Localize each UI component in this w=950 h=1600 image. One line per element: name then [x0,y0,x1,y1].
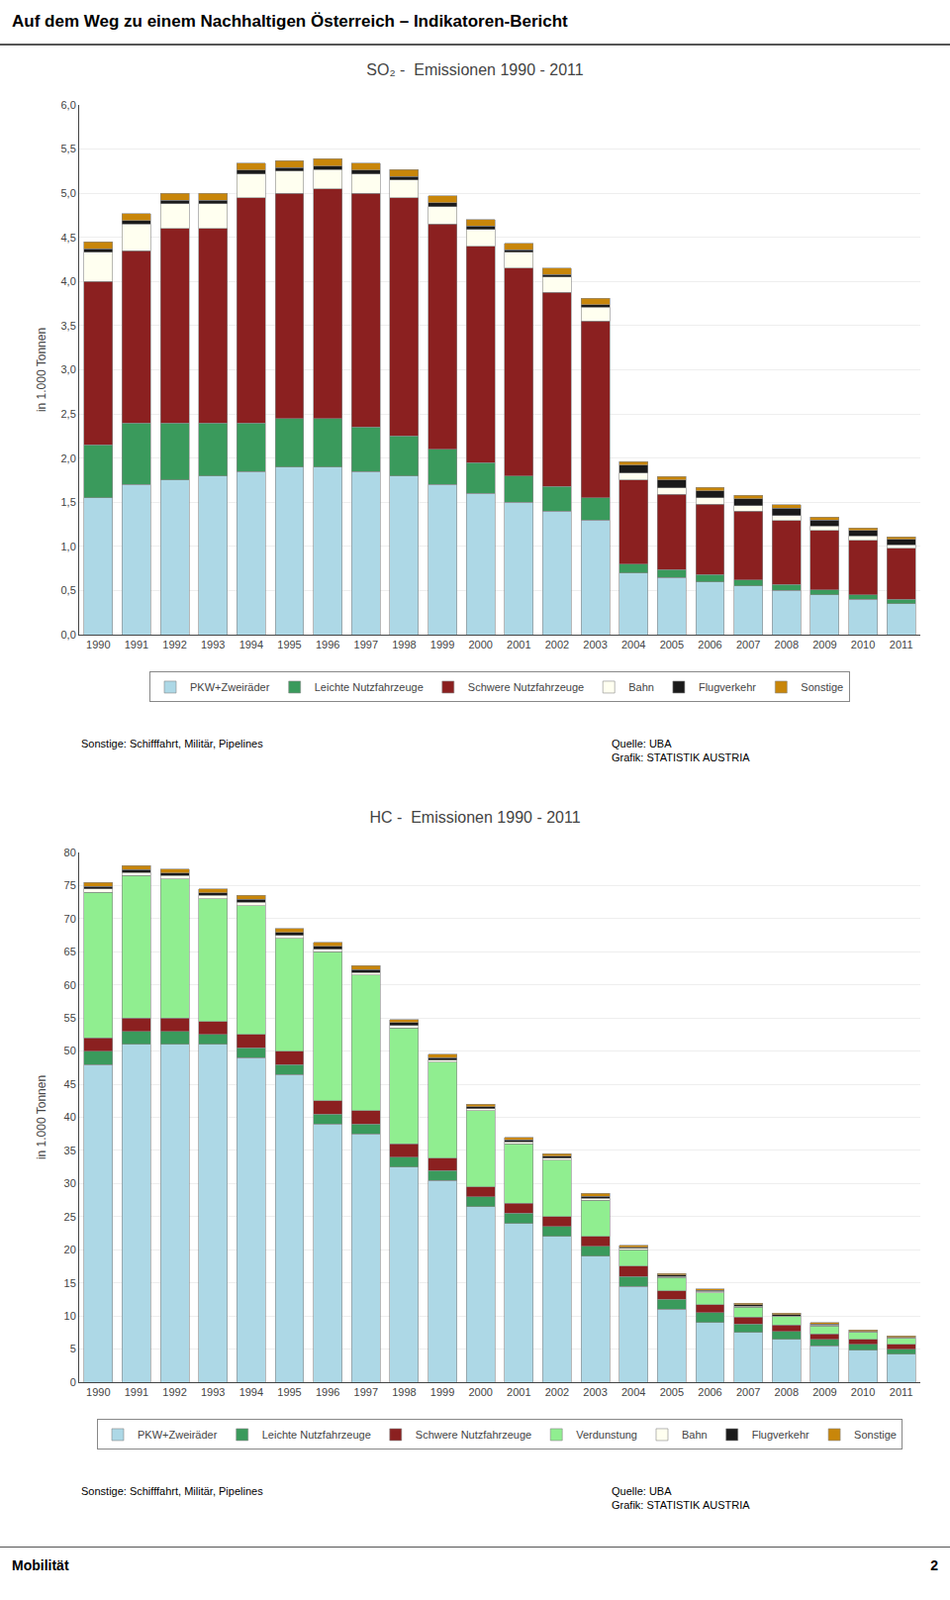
svg-text:in 1.000 Tonnen: in 1.000 Tonnen [34,327,49,412]
svg-text:6,0: 6,0 [61,98,77,111]
svg-text:2008: 2008 [774,1385,799,1398]
svg-text:25: 25 [64,1210,77,1223]
svg-text:2004: 2004 [621,638,646,651]
svg-text:80: 80 [64,846,77,858]
svg-text:2010: 2010 [851,1385,875,1398]
svg-text:1998: 1998 [391,638,416,651]
svg-text:3,0: 3,0 [61,363,77,376]
svg-text:Sonstige: Schifffahrt, Militär: Sonstige: Schifffahrt, Militär, Pipeline… [81,1484,264,1497]
svg-text:1998: 1998 [391,1385,416,1398]
svg-text:45: 45 [64,1077,77,1090]
svg-text:Quelle: UBAGrafik: STATISTIK A: Quelle: UBAGrafik: STATISTIK AUSTRIA [611,737,751,763]
svg-text:0,5: 0,5 [61,583,77,596]
svg-text:20: 20 [64,1242,77,1255]
svg-text:2008: 2008 [774,638,799,651]
html-text:Mobilität: Mobilität [11,1556,69,1573]
svg-text:PKW+Zweiräder: PKW+Zweiräder [137,1427,218,1440]
svg-text:15: 15 [64,1276,77,1289]
html-text:Auf dem Weg zu einem Nachhalti: Auf dem Weg zu einem Nachhaltigen Österr… [11,11,568,31]
svg-text:55: 55 [64,1011,77,1024]
svg-text:2001: 2001 [506,1385,531,1398]
svg-text:1993: 1993 [200,1385,225,1398]
svg-text:HC - Emissionen 1990 - 2011: HC - Emissionen 1990 - 2011 [369,808,580,826]
svg-text:1999: 1999 [430,638,455,651]
svg-text:in 1.000 Tonnen: in 1.000 Tonnen [34,1074,49,1159]
svg-text:70: 70 [64,912,77,925]
svg-text:4,0: 4,0 [61,275,77,287]
svg-text:10: 10 [64,1309,77,1322]
svg-text:2003: 2003 [582,1385,607,1398]
svg-text:2000: 2000 [468,638,492,651]
svg-text:1995: 1995 [277,638,301,651]
svg-text:Flugverkehr: Flugverkehr [698,680,757,693]
svg-text:2,0: 2,0 [61,452,77,465]
svg-text:1993: 1993 [200,638,225,651]
svg-text:30: 30 [64,1176,77,1189]
svg-text:Quelle: UBAGrafik: STATISTIK A: Quelle: UBAGrafik: STATISTIK AUSTRIA [611,1484,751,1511]
svg-text:1999: 1999 [430,1385,455,1398]
svg-text:1992: 1992 [162,1385,187,1398]
svg-text:Bahn: Bahn [681,1427,708,1440]
svg-text:1995: 1995 [277,1385,301,1398]
svg-text:Sonstige: Sonstige [854,1427,897,1440]
svg-text:2011: 2011 [889,1385,914,1398]
svg-text:Sonstige: Schifffahrt, Militär: Sonstige: Schifffahrt, Militär, Pipeline… [81,737,264,750]
svg-text:Schwere Nutzfahrzeuge: Schwere Nutzfahrzeuge [468,680,584,693]
svg-text:2006: 2006 [697,1385,722,1398]
svg-text:Bahn: Bahn [628,680,655,693]
svg-text:2011: 2011 [889,638,914,651]
svg-text:5,0: 5,0 [61,187,77,199]
svg-text:35: 35 [64,1143,77,1156]
svg-text:SO₂ - Emissionen 1990 - 2011: SO₂ - Emissionen 1990 - 2011 [366,61,583,79]
svg-text:60: 60 [64,978,77,991]
svg-text:2005: 2005 [660,1385,684,1398]
svg-text:2009: 2009 [812,638,837,651]
svg-text:1994: 1994 [239,638,264,651]
svg-text:2003: 2003 [582,638,607,651]
html-text:2: 2 [930,1556,939,1573]
svg-text:75: 75 [64,878,77,891]
svg-text:1997: 1997 [354,638,379,651]
svg-text:Verdunstung: Verdunstung [575,1427,638,1440]
svg-text:5: 5 [70,1341,77,1354]
svg-text:2010: 2010 [851,638,875,651]
svg-text:1,5: 1,5 [61,495,77,508]
svg-text:1991: 1991 [124,1385,149,1398]
svg-text:2004: 2004 [621,1385,646,1398]
svg-text:2006: 2006 [697,638,722,651]
svg-text:1,0: 1,0 [61,540,77,553]
svg-text:1997: 1997 [354,1385,379,1398]
svg-text:5,5: 5,5 [61,142,77,155]
svg-text:Leichte Nutzfahrzeuge: Leichte Nutzfahrzeuge [262,1427,372,1440]
svg-text:2007: 2007 [736,638,760,651]
svg-text:Schwere Nutzfahrzeuge: Schwere Nutzfahrzeuge [415,1427,532,1440]
svg-text:3,5: 3,5 [61,319,77,332]
svg-text:Flugverkehr: Flugverkehr [752,1427,810,1440]
svg-text:1991: 1991 [124,638,149,651]
svg-text:2,5: 2,5 [61,407,77,420]
svg-text:1990: 1990 [86,1385,110,1398]
svg-text:1990: 1990 [86,638,110,651]
svg-text:1992: 1992 [162,638,187,651]
svg-text:1994: 1994 [239,1385,264,1398]
svg-text:2001: 2001 [506,638,531,651]
svg-text:40: 40 [64,1110,77,1123]
svg-text:Sonstige: Sonstige [800,680,844,693]
svg-text:0,0: 0,0 [61,628,77,641]
svg-text:2002: 2002 [545,1385,570,1398]
svg-text:2005: 2005 [660,638,684,651]
svg-text:65: 65 [64,945,77,957]
svg-text:2000: 2000 [468,1385,492,1398]
svg-text:1996: 1996 [315,1385,340,1398]
svg-text:2002: 2002 [545,638,570,651]
svg-text:2007: 2007 [736,1385,760,1398]
svg-text:1996: 1996 [315,638,340,651]
svg-text:Leichte Nutzfahrzeuge: Leichte Nutzfahrzeuge [314,680,424,693]
svg-text:50: 50 [64,1044,77,1056]
svg-text:PKW+Zweiräder: PKW+Zweiräder [190,680,271,693]
svg-text:2009: 2009 [812,1385,837,1398]
svg-text:4,5: 4,5 [61,231,77,244]
svg-text:0: 0 [70,1375,77,1388]
